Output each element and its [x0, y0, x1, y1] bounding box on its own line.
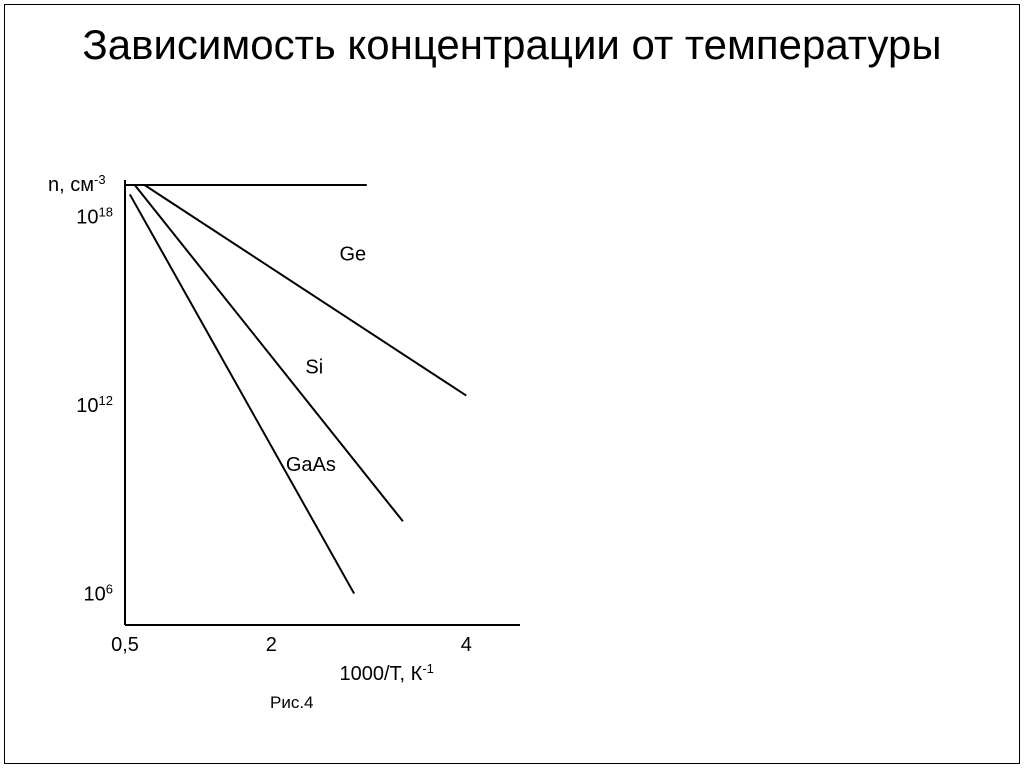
x-tick-label: 2 [266, 634, 277, 656]
page: Зависимость концентрации от температуры … [0, 0, 1024, 768]
y-tick-label: 106 [84, 581, 113, 606]
series-label-si: Si [305, 357, 323, 379]
x-axis-label: 1000/Т, К-1 [340, 661, 434, 686]
series-label-gaas: GaAs [286, 454, 336, 476]
chart-svg: n, см-3 1018 1012 106 0,5 2 4 1000/Т, К-1 Ge Si Ga… [40, 175, 560, 715]
y-tick-label: 1018 [76, 204, 113, 229]
figure-caption: Рис.4 [270, 693, 314, 712]
series-line-si [135, 185, 403, 521]
y-tick-label: 1012 [76, 393, 113, 418]
x-tick-label: 4 [461, 634, 472, 656]
series-label-ge: Ge [340, 243, 367, 265]
series-line-gaas [130, 194, 354, 593]
y-axis-label: n, см-3 [48, 175, 106, 196]
page-title: Зависимость концентрации от температуры [0, 20, 1024, 70]
chart: n, см-3 1018 1012 106 0,5 2 4 1000/Т, К-1 Ge Si Ga… [40, 175, 560, 715]
x-tick-label: 0,5 [111, 634, 139, 656]
